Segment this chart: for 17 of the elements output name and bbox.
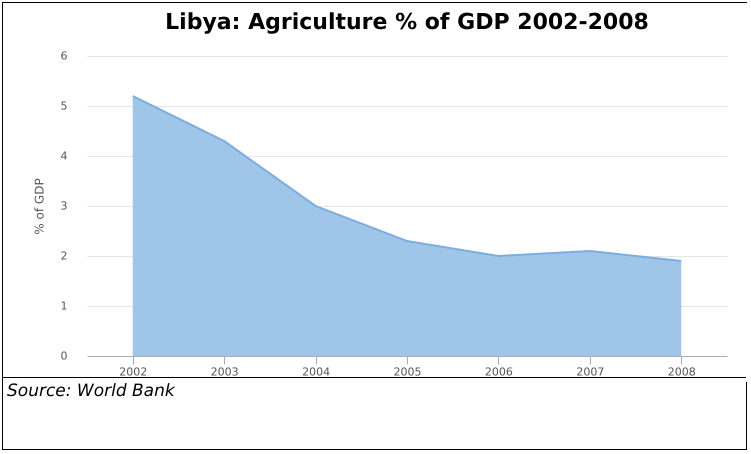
- x-tick-label: 2005: [394, 366, 422, 378]
- y-tick-label: 2: [60, 250, 68, 262]
- y-tick-label: 3: [60, 200, 68, 212]
- x-tick-label: 2006: [484, 366, 513, 378]
- y-tick-label: 1: [60, 300, 68, 312]
- y-axis-title: % of GDP: [32, 178, 46, 235]
- chart-title: Libya: Agriculture % of GDP 2002-2008: [165, 10, 649, 35]
- x-tick-label: 2002: [119, 366, 148, 378]
- y-tick-label: 0: [60, 350, 68, 362]
- y-tick-label: 5: [60, 100, 68, 112]
- y-tick-label: 6: [60, 50, 68, 62]
- x-tick-label: 2007: [576, 366, 604, 378]
- x-tick-label: 2003: [210, 366, 239, 378]
- source-note: Source: World Bank: [7, 381, 175, 401]
- y-tick-label: 4: [60, 150, 68, 162]
- x-tick-label: 2004: [302, 366, 330, 378]
- x-tick-label: 2008: [668, 366, 696, 378]
